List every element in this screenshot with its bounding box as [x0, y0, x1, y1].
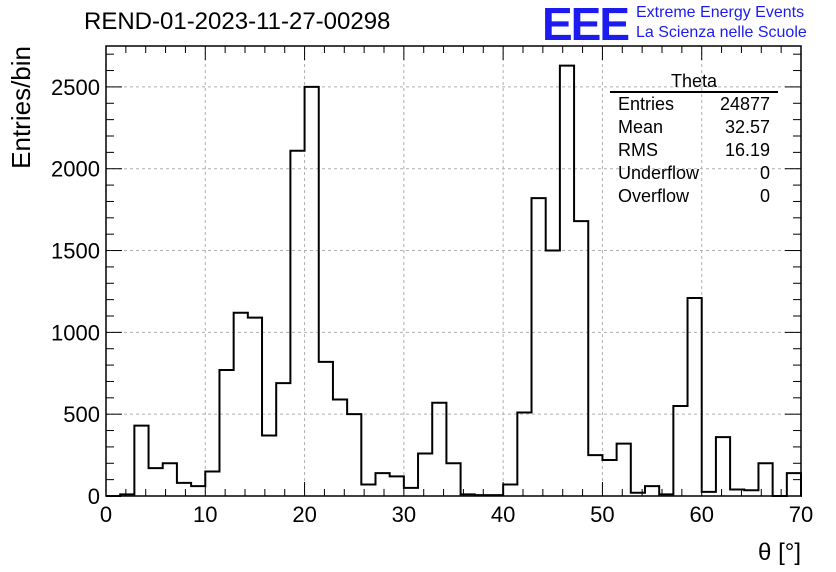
- stats-title: Theta: [610, 71, 778, 93]
- histogram-bin: [688, 298, 702, 496]
- histogram-bin: [716, 437, 730, 496]
- histogram-bin: [347, 414, 361, 496]
- histogram-bin: [574, 221, 588, 496]
- histogram-bin: [517, 413, 531, 496]
- histogram-bin: [305, 87, 319, 496]
- stats-value: 16.19: [724, 140, 770, 160]
- stats-row-rms: RMS 16.19: [610, 139, 778, 162]
- stats-box: Theta Entries 24877 Mean 32.57 RMS 16.19…: [610, 71, 778, 208]
- histogram-bin: [758, 463, 772, 496]
- logo-line-2: La Scienza nelle Scuole: [636, 24, 807, 41]
- stats-label: RMS: [618, 140, 658, 160]
- histogram-bin: [234, 313, 248, 496]
- histogram-bin: [191, 486, 205, 496]
- histogram-bin: [390, 476, 404, 496]
- stats-label: Mean: [618, 117, 664, 137]
- histogram-bin: [617, 444, 631, 496]
- histogram-bin: [730, 489, 744, 496]
- y-tick-label: 0: [88, 484, 100, 509]
- histogram-bin: [361, 485, 375, 496]
- stats-label: Entries: [618, 94, 675, 114]
- axis-labels: 0 10 20 30 40 50 60 70 0 500 1000 1500 2000 2500 θ [°]…: [6, 46, 813, 566]
- stats-row-overflow: Overflow 0: [610, 185, 778, 208]
- axes: [105, 45, 802, 497]
- histogram-bin: [645, 486, 659, 496]
- histogram-bin: [205, 471, 219, 496]
- histogram-bin: [602, 460, 616, 496]
- histogram-bin: [588, 455, 602, 496]
- logo-line-1: Extreme Energy Events: [636, 4, 805, 21]
- x-tick-label: 60: [689, 502, 713, 527]
- y-tick-label: 2500: [51, 75, 100, 100]
- x-tick-label: 0: [100, 502, 112, 527]
- histogram-bin: [375, 473, 389, 496]
- histogram-bin: [744, 490, 758, 496]
- eee-logo-mark: EEE: [542, 0, 630, 50]
- y-tick-label: 500: [63, 402, 100, 427]
- x-tick-label: 40: [491, 502, 515, 527]
- histogram-bin: [134, 426, 148, 496]
- stats-row-entries: Entries 24877: [610, 93, 778, 116]
- histogram-bin: [177, 483, 191, 496]
- histogram-bin: [546, 251, 560, 496]
- x-tick-label: 30: [392, 502, 416, 527]
- stats-value: 24877: [719, 94, 770, 114]
- histogram-bin: [248, 318, 262, 496]
- histogram-bin: [446, 463, 460, 496]
- stats-value: 0: [759, 186, 770, 206]
- histogram-bin: [404, 488, 418, 496]
- plot-title: REND-01-2023-11-27-00298: [84, 8, 391, 35]
- stats-label: Underflow: [618, 163, 700, 183]
- x-tick-label: 10: [193, 502, 217, 527]
- histogram-bin: [560, 66, 574, 496]
- histogram-bin: [163, 463, 177, 496]
- x-tick-label: 20: [292, 502, 316, 527]
- x-tick-label: 50: [590, 502, 614, 527]
- histogram-bin: [532, 198, 546, 496]
- histogram-bin: [333, 399, 347, 496]
- histogram-bin: [673, 406, 687, 496]
- histogram-step-line: [106, 64, 803, 497]
- y-tick-label: 1000: [51, 320, 100, 345]
- y-tick-label: 2000: [51, 157, 100, 182]
- stats-row-underflow: Underflow 0: [610, 162, 778, 185]
- histogram-bin: [503, 485, 517, 496]
- plot-frame: [105, 45, 802, 497]
- histogram-bin: [319, 362, 333, 496]
- histogram-bin: [290, 151, 304, 496]
- histogram-bin: [787, 473, 801, 496]
- x-tick-label: 70: [789, 502, 813, 527]
- histogram-bin: [262, 435, 276, 496]
- histogram-bin: [219, 370, 233, 496]
- histogram-bin: [418, 453, 432, 496]
- y-axis-label: Entries/bin: [6, 46, 36, 169]
- histogram-bin: [276, 383, 290, 496]
- stats-value: 0: [759, 163, 770, 183]
- x-axis-label: θ [°]: [758, 539, 801, 566]
- stats-value: 32.57: [724, 117, 770, 137]
- histogram-bin: [432, 403, 446, 496]
- histogram-line: [106, 64, 803, 497]
- stats-row-mean: Mean 32.57: [610, 116, 778, 139]
- histogram-bin: [149, 468, 163, 496]
- stats-label: Overflow: [618, 186, 690, 206]
- y-tick-label: 1500: [51, 239, 100, 264]
